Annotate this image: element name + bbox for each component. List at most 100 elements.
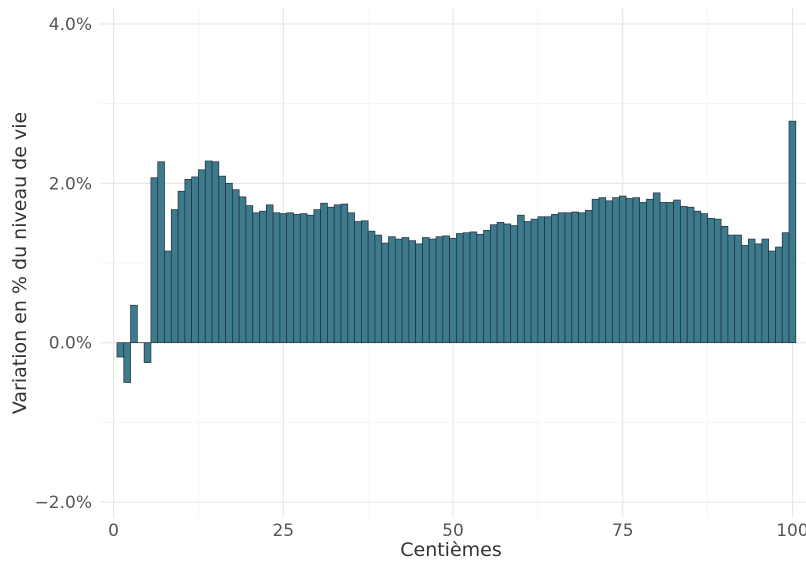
bar	[130, 304, 138, 344]
bar	[177, 190, 186, 344]
bar	[544, 216, 552, 344]
bar	[673, 199, 681, 344]
bar	[483, 229, 491, 344]
bar	[551, 214, 559, 344]
bar	[741, 245, 749, 344]
bar	[618, 195, 627, 344]
bar	[211, 161, 220, 344]
bar	[707, 218, 715, 344]
x-tick-labels: 0 25 50 75 100	[108, 521, 806, 541]
bar	[293, 214, 301, 344]
bar	[585, 210, 593, 344]
bar	[367, 230, 376, 344]
x-tick-label: 50	[442, 521, 464, 541]
bar	[564, 212, 573, 344]
bar	[238, 196, 247, 344]
bar	[659, 202, 668, 344]
bar	[496, 222, 505, 344]
bar	[768, 250, 776, 344]
bar	[442, 235, 450, 344]
bar	[686, 206, 695, 344]
y-tick-labels: −2.0% 0.0% 2.0% 4.0%	[35, 15, 92, 513]
bar	[327, 206, 335, 344]
bar	[340, 203, 349, 344]
bar	[408, 240, 417, 344]
x-tick-label: 75	[612, 521, 634, 541]
bar	[313, 209, 321, 344]
bar	[333, 204, 342, 344]
x-axis-title: Centièmes	[400, 539, 502, 561]
bar	[781, 232, 790, 344]
y-tick-label: 2.0%	[49, 174, 92, 194]
bar	[666, 202, 674, 344]
bar	[150, 177, 159, 344]
bar	[639, 202, 647, 344]
bar	[401, 237, 410, 344]
bar	[245, 205, 254, 344]
bar	[747, 238, 756, 344]
bar	[116, 342, 125, 358]
bar	[435, 236, 444, 344]
bar	[591, 198, 600, 344]
bar	[714, 218, 722, 344]
bar	[456, 233, 464, 344]
bar	[388, 236, 396, 344]
bar	[734, 234, 742, 344]
bar	[218, 175, 226, 344]
y-tick-label: 0.0%	[49, 334, 92, 354]
bar	[652, 192, 661, 344]
bar	[170, 209, 179, 344]
bar	[578, 212, 586, 344]
bar	[265, 204, 274, 344]
bar	[198, 169, 206, 344]
y-tick-label: 4.0%	[49, 15, 92, 35]
bar	[299, 213, 308, 344]
bar	[259, 210, 267, 344]
bar	[286, 212, 294, 344]
bar	[510, 225, 518, 344]
bar	[143, 342, 152, 363]
bar	[530, 218, 539, 344]
bar	[557, 212, 566, 344]
x-tick-label: 100	[776, 521, 806, 541]
bar	[537, 216, 545, 344]
bar	[605, 200, 613, 344]
bar	[700, 213, 708, 344]
bar	[720, 225, 729, 344]
bar	[306, 214, 315, 344]
bar	[422, 237, 430, 344]
bar	[680, 206, 688, 344]
bar	[252, 212, 260, 344]
bar	[754, 243, 763, 344]
bar	[469, 231, 478, 344]
x-tick-label: 0	[108, 521, 119, 541]
bar	[571, 211, 579, 344]
bar	[693, 210, 702, 344]
bar	[279, 213, 288, 344]
bar	[788, 120, 797, 344]
bar	[761, 238, 770, 344]
bar	[625, 198, 634, 344]
bar	[517, 214, 525, 344]
bar	[632, 197, 641, 344]
bar	[164, 250, 172, 344]
bar	[415, 243, 423, 344]
bar	[354, 221, 362, 344]
y-axis-title: Variation en % du niveau de vie	[9, 112, 31, 414]
bar	[225, 182, 233, 344]
bars	[116, 120, 797, 383]
bar	[462, 232, 471, 344]
bar	[394, 238, 403, 344]
bar	[449, 237, 457, 344]
bar	[361, 220, 369, 344]
bar	[320, 202, 328, 344]
bar	[646, 198, 654, 344]
bar	[489, 224, 498, 344]
bar	[374, 234, 383, 344]
bar	[204, 160, 213, 344]
bar	[123, 342, 131, 383]
bar	[157, 161, 165, 344]
x-tick-label: 25	[272, 521, 294, 541]
bar	[232, 189, 240, 344]
